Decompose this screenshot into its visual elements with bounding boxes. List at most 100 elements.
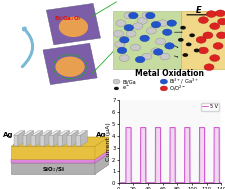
- Polygon shape: [11, 163, 94, 174]
- Circle shape: [141, 12, 151, 19]
- Polygon shape: [40, 131, 51, 135]
- Polygon shape: [76, 131, 87, 135]
- Circle shape: [160, 86, 167, 91]
- Polygon shape: [31, 135, 36, 146]
- Circle shape: [177, 38, 183, 42]
- Polygon shape: [11, 146, 94, 159]
- Polygon shape: [11, 137, 108, 146]
- Circle shape: [198, 17, 207, 23]
- Polygon shape: [71, 131, 78, 146]
- Circle shape: [119, 37, 128, 43]
- Circle shape: [124, 25, 133, 31]
- Circle shape: [115, 20, 125, 26]
- Circle shape: [113, 87, 118, 90]
- Polygon shape: [14, 131, 25, 135]
- Text: O/O$^{2-}$: O/O$^{2-}$: [169, 84, 186, 93]
- Circle shape: [214, 10, 224, 17]
- Circle shape: [150, 48, 160, 55]
- Polygon shape: [14, 135, 18, 146]
- Circle shape: [162, 29, 171, 36]
- Circle shape: [126, 30, 135, 37]
- Polygon shape: [11, 159, 94, 163]
- Text: SiO$_2$/Si: SiO$_2$/Si: [42, 165, 64, 174]
- Polygon shape: [22, 131, 34, 135]
- Circle shape: [132, 23, 142, 29]
- Polygon shape: [80, 131, 87, 146]
- Circle shape: [157, 20, 167, 26]
- Y-axis label: Current (μA): Current (μA): [106, 122, 110, 161]
- Polygon shape: [22, 135, 27, 146]
- Circle shape: [216, 32, 225, 39]
- Polygon shape: [43, 43, 97, 85]
- Circle shape: [195, 36, 205, 43]
- Circle shape: [113, 30, 123, 37]
- Circle shape: [193, 49, 198, 52]
- Polygon shape: [40, 135, 45, 146]
- Polygon shape: [94, 137, 108, 159]
- Circle shape: [209, 23, 219, 29]
- Circle shape: [182, 53, 187, 57]
- Polygon shape: [18, 131, 25, 146]
- Ellipse shape: [58, 17, 88, 37]
- Text: Bi:Ga$_2$O$_3$: Bi:Ga$_2$O$_3$: [54, 14, 81, 23]
- Circle shape: [166, 20, 176, 26]
- Polygon shape: [62, 131, 69, 146]
- Polygon shape: [49, 135, 54, 146]
- Text: Ag: Ag: [3, 132, 14, 138]
- Polygon shape: [27, 131, 34, 146]
- Text: E: E: [195, 6, 200, 15]
- Bar: [180, 11, 225, 69]
- Text: Ag: Ag: [96, 132, 106, 138]
- Circle shape: [209, 55, 219, 61]
- Circle shape: [155, 38, 165, 45]
- Circle shape: [164, 43, 173, 49]
- Circle shape: [119, 55, 129, 61]
- Circle shape: [189, 33, 194, 37]
- Text: e$^{-}$: e$^{-}$: [122, 84, 129, 92]
- Circle shape: [205, 11, 215, 17]
- Circle shape: [202, 32, 212, 39]
- Text: Metal Oxidation: Metal Oxidation: [134, 69, 203, 78]
- Polygon shape: [58, 135, 62, 146]
- Circle shape: [151, 22, 160, 28]
- Ellipse shape: [55, 57, 84, 77]
- Polygon shape: [11, 137, 108, 146]
- Circle shape: [217, 18, 225, 25]
- Polygon shape: [76, 135, 80, 146]
- Circle shape: [139, 35, 149, 42]
- Polygon shape: [11, 154, 108, 163]
- Text: Bi/Ga: Bi/Ga: [122, 79, 135, 84]
- Circle shape: [198, 47, 207, 54]
- Polygon shape: [11, 150, 108, 159]
- Circle shape: [112, 79, 119, 84]
- Circle shape: [114, 41, 124, 48]
- Polygon shape: [54, 131, 60, 146]
- Polygon shape: [31, 131, 42, 135]
- Text: Bi$^{3+}$/ Ga$^{3+}$: Bi$^{3+}$/ Ga$^{3+}$: [169, 77, 199, 86]
- Circle shape: [135, 56, 144, 63]
- Polygon shape: [49, 131, 60, 135]
- Circle shape: [159, 53, 169, 60]
- Circle shape: [203, 64, 213, 70]
- Polygon shape: [94, 150, 108, 163]
- Circle shape: [146, 27, 156, 34]
- Polygon shape: [45, 131, 51, 146]
- Polygon shape: [36, 131, 42, 146]
- Circle shape: [160, 79, 167, 84]
- Circle shape: [137, 18, 147, 24]
- Polygon shape: [58, 131, 69, 135]
- Polygon shape: [67, 131, 78, 135]
- Legend: 5 V: 5 V: [200, 103, 218, 111]
- Circle shape: [145, 12, 154, 19]
- Circle shape: [212, 43, 222, 49]
- Circle shape: [117, 47, 126, 54]
- Circle shape: [185, 43, 191, 46]
- Polygon shape: [67, 135, 71, 146]
- Polygon shape: [94, 154, 108, 174]
- Bar: [112, 11, 180, 69]
- Circle shape: [130, 44, 140, 51]
- Circle shape: [180, 26, 185, 30]
- Circle shape: [128, 12, 137, 19]
- Polygon shape: [46, 3, 100, 45]
- Circle shape: [141, 53, 151, 60]
